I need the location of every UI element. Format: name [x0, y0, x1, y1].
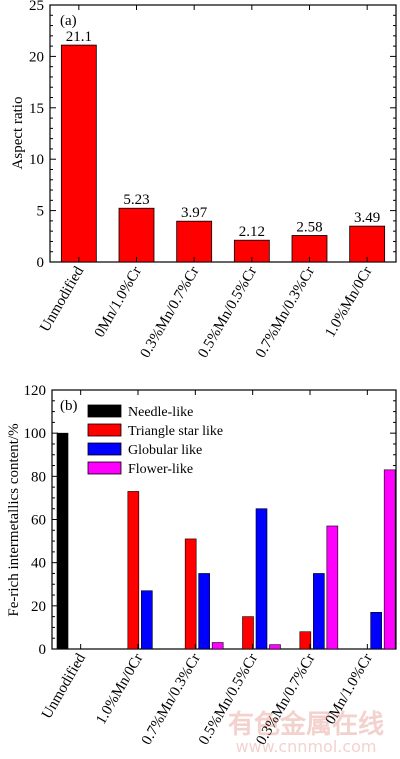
panel-b-chart: (b) Fe-rich intermetallics content/% 0 20… — [6, 383, 397, 748]
bar — [313, 573, 325, 650]
bar — [211, 642, 224, 650]
bar — [184, 538, 197, 650]
y-tick-label: 20 — [29, 49, 44, 65]
x-tick-label: 1.0%Mn/0Cr — [322, 264, 375, 340]
watermark-cn: 有色金属在线 — [228, 709, 384, 740]
legend-label: Triangle star like — [128, 424, 223, 439]
y-tick-label: 15 — [29, 101, 44, 117]
y-tick-label: 100 — [24, 426, 47, 442]
y-tick-label: 25 — [29, 0, 44, 14]
legend-swatch — [87, 423, 122, 437]
watermark-url: www.cnnmol.com — [235, 737, 376, 756]
legend-swatch — [87, 461, 122, 475]
x-tick-label: 1.0%Mn/0Cr — [93, 651, 146, 727]
bar — [326, 525, 339, 650]
legend-swatch — [87, 442, 122, 456]
y-tick-label: 120 — [24, 383, 47, 399]
bar — [127, 491, 140, 650]
data-label: 2.12 — [239, 224, 265, 240]
legend-label: Globular like — [128, 443, 202, 458]
bar — [118, 207, 155, 263]
bar — [60, 44, 97, 263]
y-tick-label: 5 — [37, 204, 45, 220]
panel-b-y-ticks: 0 20 40 60 80 100 120 — [24, 383, 396, 658]
legend-swatch — [87, 404, 122, 418]
bar — [269, 644, 281, 650]
y-tick-label: 40 — [31, 556, 46, 572]
y-tick-label: 0 — [39, 642, 47, 658]
watermark: 有色金属在线 www.cnnmol.com — [228, 709, 384, 756]
bar — [299, 631, 312, 650]
data-label: 2.58 — [296, 219, 322, 235]
data-label: 21.1 — [66, 29, 92, 45]
y-tick-label: 80 — [31, 469, 46, 485]
panel-a-bars: 21.1 Unmodified 5.23 0Mn/1.0%Cr 3.97 0.3%Mn/0… — [37, 5, 386, 361]
x-tick-label: 0.7%Mn/0.3%Cr — [253, 264, 318, 361]
panel-a-y-axis-label: Aspect ratio — [10, 97, 26, 170]
bar — [198, 573, 210, 650]
bar — [349, 225, 386, 263]
x-tick-label: 0.3%Mn/0.7%Cr — [138, 264, 203, 361]
x-tick-label: Unmodified — [39, 651, 89, 722]
bar — [176, 220, 213, 263]
y-tick-label: 10 — [29, 152, 44, 168]
x-tick-label: Unmodified — [37, 264, 87, 335]
bar — [383, 469, 396, 650]
data-label: 3.97 — [181, 205, 208, 221]
legend-label: Needle-like — [128, 405, 193, 420]
y-tick-label: 60 — [31, 513, 46, 529]
bar — [370, 612, 382, 650]
y-tick-label: 0 — [37, 255, 45, 271]
panel-b-legend: Needle-like Triangle star like Globular li… — [87, 404, 223, 477]
bar — [242, 616, 254, 650]
bar — [255, 508, 268, 650]
bar — [141, 590, 153, 650]
y-tick-label: 20 — [31, 599, 46, 615]
x-tick-label: 0.5%Mn/0.5%Cr — [195, 264, 260, 361]
panel-a-y-ticks: 0 5 10 15 20 25 — [29, 0, 396, 271]
panel-a-chart: (a) Aspect ratio 0 5 10 15 20 25 21.1 Unmodifi… — [10, 0, 397, 361]
data-label: 5.23 — [123, 192, 149, 208]
data-label: 3.49 — [354, 210, 380, 226]
panel-a-plot-frame — [49, 4, 397, 263]
legend-label: Flower-like — [128, 462, 193, 477]
x-tick-label: 0.7%Mn/0.3%Cr — [139, 651, 204, 748]
x-tick-label: 0Mn/1.0%Cr — [92, 264, 145, 340]
panel-a-label: (a) — [60, 13, 77, 29]
bar — [56, 432, 69, 650]
panel-b-label: (b) — [60, 398, 78, 414]
panel-b-y-axis-label: Fe-rich intermetallics content/% — [6, 423, 22, 616]
